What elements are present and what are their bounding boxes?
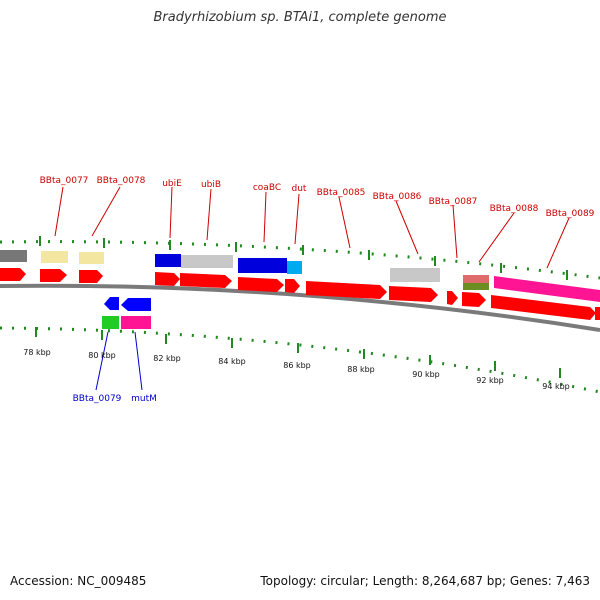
bottom-tick-track (0, 326, 600, 394)
feature-box (494, 276, 600, 302)
cds-arrow (0, 268, 26, 281)
cds-arrow-reverse (104, 297, 119, 310)
axis-labels: 78 kbp 80 kbp 82 kbp 84 kbp 86 kbp 88 kb… (23, 348, 570, 391)
forward-gene-labels: BBta_0077 BBta_0078 ubiE ubiB coaBC dut … (40, 176, 595, 219)
gene-label: coaBC (253, 183, 281, 193)
gene-label: BBta_0077 (40, 176, 89, 186)
cds-arrow (155, 272, 180, 286)
cds-arrow (447, 291, 458, 305)
cds-arrow (238, 277, 284, 292)
feature-box (287, 261, 302, 274)
genome-title: Bradyrhizobium sp. BTAi1, complete genom… (153, 10, 447, 25)
axis-label: 82 kbp (153, 354, 181, 363)
feature-box (0, 250, 27, 262)
accession-text: Accession: NC_009485 (10, 574, 147, 588)
genome-backbone (0, 283, 600, 332)
feature-box (79, 252, 104, 264)
cds-arrow (462, 292, 486, 307)
gene-label: BBta_0089 (546, 209, 595, 219)
forward-feature-boxes (0, 250, 600, 302)
gene-label: dut (292, 184, 307, 194)
gene-label-reverse: mutM (131, 394, 157, 404)
feature-box (390, 268, 440, 282)
top-tick-track (0, 240, 600, 280)
feature-box (155, 254, 181, 267)
gene-label: BBta_0086 (373, 192, 422, 202)
cds-arrow (180, 273, 232, 288)
feature-box (463, 275, 489, 283)
axis-label: 90 kbp (412, 370, 440, 379)
cds-arrow (40, 269, 67, 282)
feature-box (102, 316, 119, 329)
cds-arrow (595, 307, 600, 320)
axis-label: 92 kbp (476, 376, 504, 385)
cds-arrow (79, 270, 103, 283)
feature-box (181, 255, 233, 268)
cds-arrow (491, 295, 596, 320)
reverse-features (102, 297, 151, 329)
gene-label: ubiE (162, 179, 182, 189)
gene-label: BBta_0085 (317, 188, 366, 198)
gene-label: ubiB (201, 180, 221, 190)
gene-label: BBta_0078 (97, 176, 146, 186)
axis-label: 86 kbp (283, 361, 311, 370)
top-major-ticks (39, 236, 568, 280)
gene-label: BBta_0088 (490, 204, 539, 214)
reverse-leader-lines (95, 331, 143, 391)
bottom-major-ticks (35, 327, 561, 378)
axis-label: 88 kbp (347, 365, 375, 374)
feature-box (463, 283, 489, 290)
cds-arrow-reverse (121, 298, 151, 311)
feature-box (121, 316, 151, 329)
reverse-gene-labels: BBta_0079 mutM (73, 394, 157, 404)
forward-leader-lines (54, 186, 570, 269)
forward-cds-arrows (0, 268, 600, 320)
cds-arrow (285, 279, 300, 293)
genome-summary-text: Topology: circular; Length: 8,264,687 bp… (260, 574, 590, 588)
axis-label: 94 kbp (542, 382, 570, 391)
axis-label: 78 kbp (23, 348, 51, 357)
axis-label: 80 kbp (88, 351, 116, 360)
cds-arrow (389, 286, 438, 302)
axis-label: 84 kbp (218, 357, 246, 366)
gene-label-reverse: BBta_0079 (73, 394, 122, 404)
gene-label: BBta_0087 (429, 197, 478, 207)
feature-box (41, 251, 68, 263)
cds-arrow (306, 281, 387, 299)
feature-box (238, 258, 287, 273)
